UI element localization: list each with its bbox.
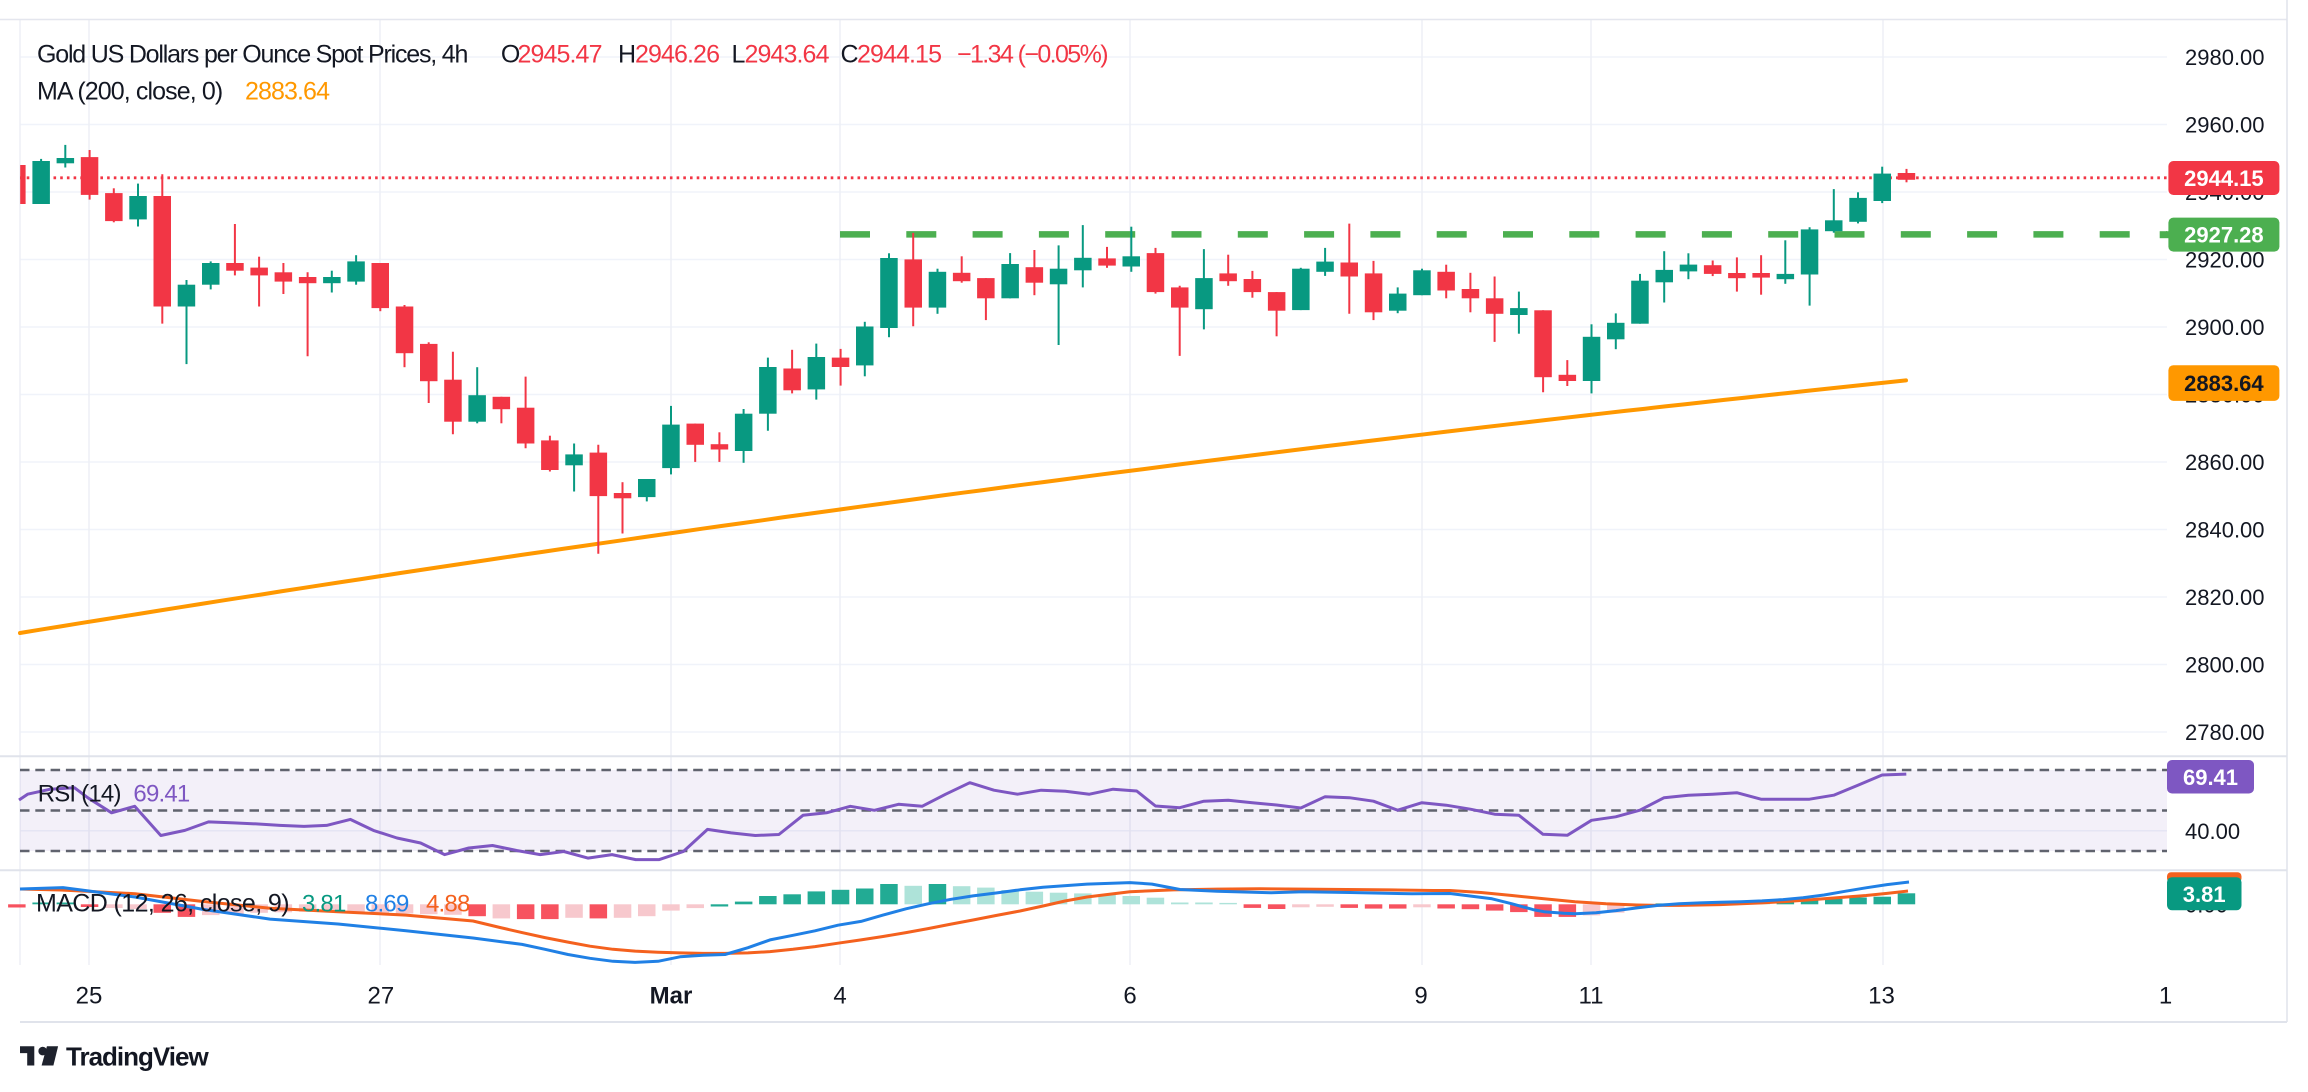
svg-text:2780.00: 2780.00 <box>2185 720 2265 745</box>
svg-text:9: 9 <box>1414 983 1427 1010</box>
svg-text:2980.00: 2980.00 <box>2185 45 2265 70</box>
svg-text:2900.00: 2900.00 <box>2185 315 2265 340</box>
svg-text:C: C <box>841 40 859 68</box>
svg-text:8.69: 8.69 <box>365 891 409 918</box>
svg-text:2883.64: 2883.64 <box>2184 371 2264 396</box>
svg-text:−1.34 (−0.05%): −1.34 (−0.05%) <box>957 40 1107 68</box>
svg-text:TradingView: TradingView <box>66 1042 209 1072</box>
svg-text:1: 1 <box>2159 983 2172 1010</box>
svg-text:O: O <box>501 40 520 68</box>
svg-text:2946.26: 2946.26 <box>635 40 719 68</box>
svg-text:4: 4 <box>833 983 846 1010</box>
svg-text:Gold US Dollars per Ounce Spot: Gold US Dollars per Ounce Spot Prices, 4… <box>37 40 467 68</box>
svg-text:69.41: 69.41 <box>133 780 190 807</box>
svg-text:L: L <box>732 40 746 68</box>
svg-text:2920.00: 2920.00 <box>2185 248 2265 273</box>
svg-text:MA (200, close, 0): MA (200, close, 0) <box>37 78 222 106</box>
svg-text:3.81: 3.81 <box>302 891 346 918</box>
svg-text:2927.28: 2927.28 <box>2184 223 2264 248</box>
svg-text:RSI (14): RSI (14) <box>38 780 121 807</box>
svg-text:40.00: 40.00 <box>2185 819 2240 844</box>
svg-text:2883.64: 2883.64 <box>245 78 330 106</box>
svg-text:13: 13 <box>1868 983 1895 1010</box>
svg-text:6: 6 <box>1123 983 1136 1010</box>
svg-text:2800.00: 2800.00 <box>2185 653 2265 678</box>
svg-text:11: 11 <box>1579 983 1604 1010</box>
svg-text:69.41: 69.41 <box>2183 765 2238 790</box>
svg-text:2840.00: 2840.00 <box>2185 518 2265 543</box>
svg-text:3.81: 3.81 <box>2183 882 2226 907</box>
svg-text:25: 25 <box>76 983 103 1010</box>
svg-text:Mar: Mar <box>650 983 693 1010</box>
svg-text:27: 27 <box>368 983 395 1010</box>
svg-text:2960.00: 2960.00 <box>2185 113 2265 138</box>
svg-text:2860.00: 2860.00 <box>2185 450 2265 475</box>
svg-text:2945.47: 2945.47 <box>518 40 602 68</box>
svg-text:2944.15: 2944.15 <box>2184 166 2264 191</box>
svg-text:4.88: 4.88 <box>426 891 470 918</box>
svg-text:2944.15: 2944.15 <box>857 40 941 68</box>
svg-text:2820.00: 2820.00 <box>2185 585 2265 610</box>
svg-text:2943.64: 2943.64 <box>745 40 830 68</box>
svg-text:H: H <box>618 40 635 68</box>
svg-text:MACD (12, 26, close, 9): MACD (12, 26, close, 9) <box>36 890 289 918</box>
